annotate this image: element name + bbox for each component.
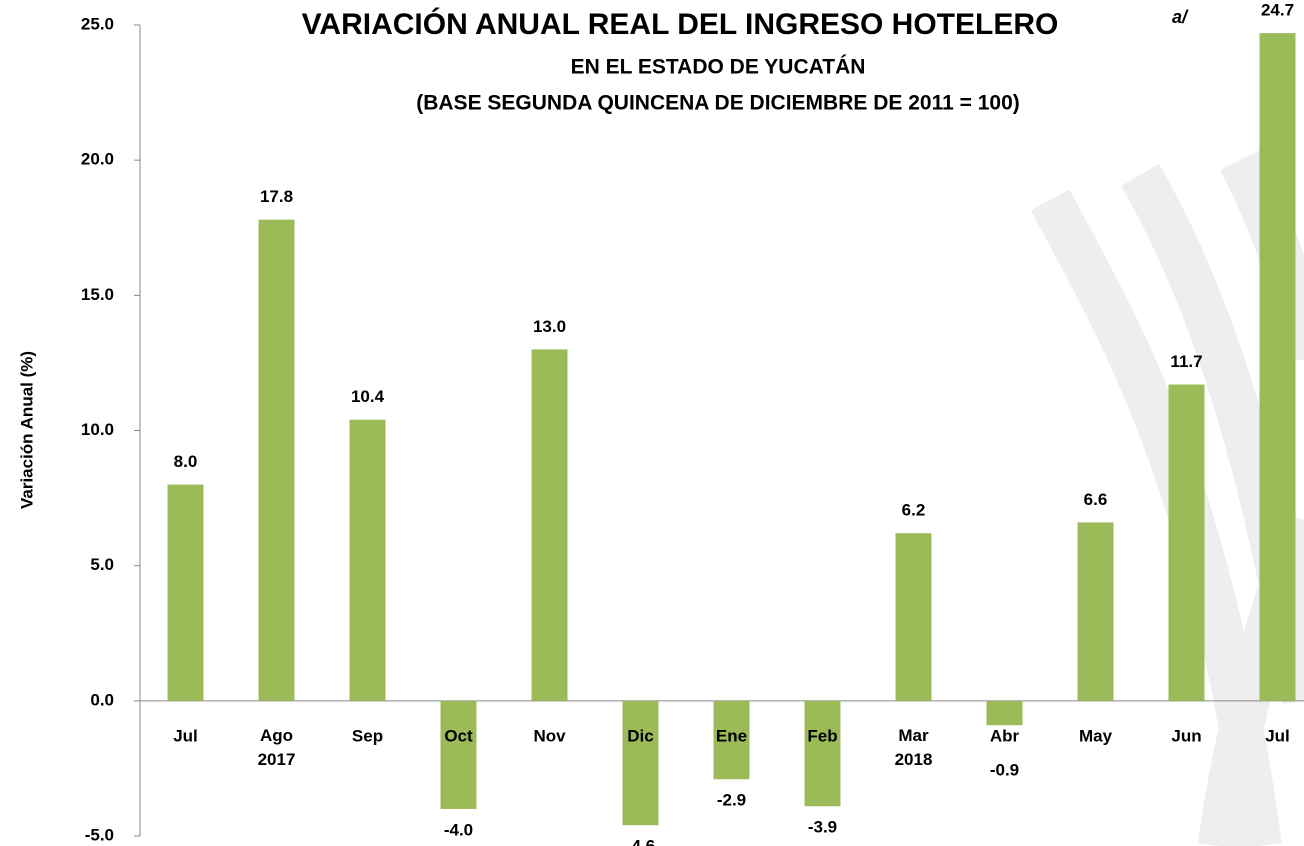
y-tick-label: 10.0 <box>81 420 114 439</box>
data-label: 6.6 <box>1084 490 1108 509</box>
chart-subtitle: EN EL ESTADO DE YUCATÁN <box>571 56 866 79</box>
data-label: 8.0 <box>174 452 198 471</box>
bar <box>258 219 295 701</box>
bar <box>440 700 477 809</box>
x-tick-label: Ene <box>716 726 747 745</box>
bar <box>895 533 932 701</box>
y-axis-label: Variación Anual (%) <box>17 351 36 509</box>
x-tick-label: Feb <box>807 726 837 745</box>
x-tick-label: May <box>1079 726 1113 745</box>
data-label: -4.6 <box>626 837 655 846</box>
chart-subtitle: (BASE SEGUNDA QUINCENA DE DICIEMBRE DE 2… <box>416 92 1020 115</box>
data-label: 13.0 <box>533 317 566 336</box>
x-tick-label: Jul <box>173 726 198 745</box>
bar <box>713 700 750 780</box>
data-label: 10.4 <box>351 387 385 406</box>
data-label: -2.9 <box>717 791 746 810</box>
bar <box>986 700 1023 726</box>
x-tick-label: Nov <box>533 726 566 745</box>
bar <box>1077 522 1114 701</box>
y-tick-label: 20.0 <box>81 150 114 169</box>
x-tick-label: Jul <box>1265 726 1290 745</box>
data-label: 24.7 <box>1261 1 1294 20</box>
y-tick-label: 25.0 <box>81 14 114 33</box>
x-tick-label: Abr <box>990 726 1020 745</box>
data-label: 6.2 <box>902 501 926 520</box>
bar <box>804 700 841 807</box>
y-tick-label: -5.0 <box>85 825 114 844</box>
data-label: -3.9 <box>808 818 837 837</box>
title-note: a/ <box>1172 7 1189 27</box>
x-tick-label: Mar 2018 <box>895 726 933 769</box>
x-tick-label: Sep <box>352 726 383 745</box>
data-label: -0.9 <box>990 760 1019 779</box>
data-label: 11.7 <box>1170 352 1202 371</box>
y-tick-label: 0.0 <box>90 690 114 709</box>
x-tick-label: Oct <box>444 726 473 745</box>
data-label: 17.8 <box>260 187 293 206</box>
x-tick-label: Jun <box>1171 726 1201 745</box>
chart-title: VARIACIÓN ANUAL REAL DEL INGRESO HOTELER… <box>302 7 1059 41</box>
bar <box>531 349 568 701</box>
data-label: -4.0 <box>444 820 473 839</box>
bar <box>349 419 386 701</box>
x-tick-label: Ago 2017 <box>258 726 296 769</box>
bar <box>1259 33 1296 701</box>
bar <box>622 700 659 826</box>
bar <box>167 484 204 701</box>
y-tick-label: 5.0 <box>90 555 114 574</box>
x-tick-label: Dic <box>627 726 653 745</box>
y-tick-label: 15.0 <box>81 285 114 304</box>
bar <box>1168 384 1205 701</box>
